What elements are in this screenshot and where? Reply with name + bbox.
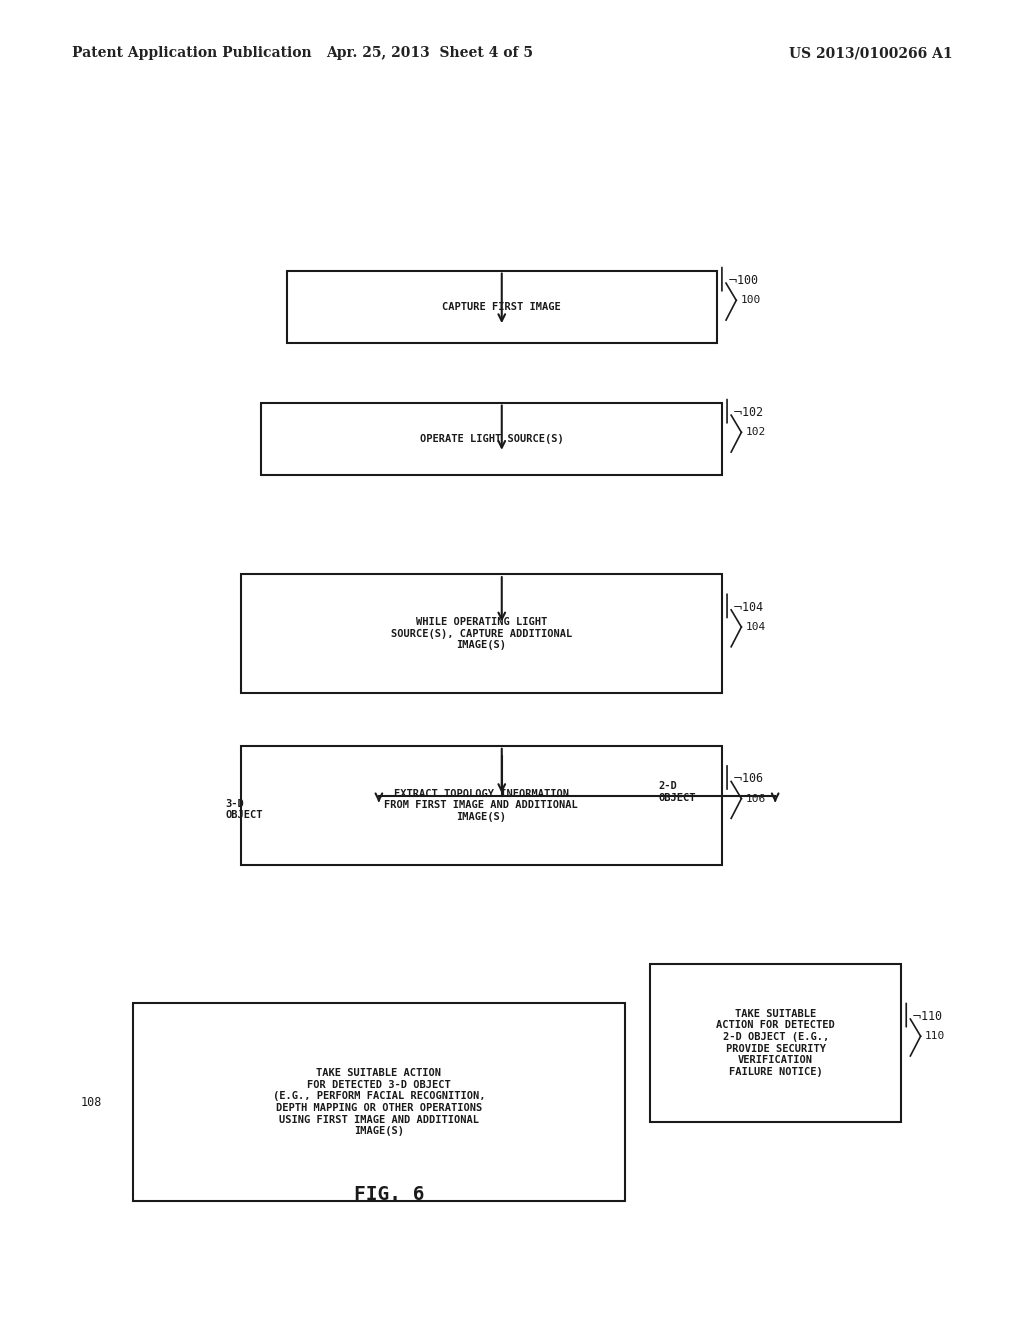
Text: 2-D
OBJECT: 2-D OBJECT [658, 781, 696, 803]
Text: 108: 108 [81, 1096, 102, 1109]
Text: CAPTURE FIRST IMAGE: CAPTURE FIRST IMAGE [442, 302, 561, 312]
Text: $\neg$102: $\neg$102 [732, 407, 764, 418]
Text: EXTRACT TOPOLOGY INFORMATION
FROM FIRST IMAGE AND ADDITIONAL
IMAGE(S): EXTRACT TOPOLOGY INFORMATION FROM FIRST … [384, 788, 579, 822]
Text: 3-D
OBJECT: 3-D OBJECT [225, 799, 263, 820]
Text: Apr. 25, 2013  Sheet 4 of 5: Apr. 25, 2013 Sheet 4 of 5 [327, 46, 534, 61]
FancyBboxPatch shape [287, 271, 717, 343]
Text: WHILE OPERATING LIGHT
SOURCE(S), CAPTURE ADDITIONAL
IMAGE(S): WHILE OPERATING LIGHT SOURCE(S), CAPTURE… [390, 616, 572, 651]
Text: 106: 106 [745, 793, 766, 804]
FancyBboxPatch shape [133, 1003, 625, 1201]
Text: 100: 100 [740, 296, 761, 305]
Text: 104: 104 [745, 622, 766, 632]
Text: $\neg$106: $\neg$106 [732, 772, 764, 785]
Text: 102: 102 [745, 428, 766, 437]
Text: TAKE SUITABLE ACTION
FOR DETECTED 3-D OBJECT
(E.G., PERFORM FACIAL RECOGNITION,
: TAKE SUITABLE ACTION FOR DETECTED 3-D OB… [272, 1068, 485, 1137]
Text: Patent Application Publication: Patent Application Publication [72, 46, 311, 61]
Text: 110: 110 [925, 1031, 945, 1041]
Text: US 2013/0100266 A1: US 2013/0100266 A1 [788, 46, 952, 61]
Text: $\neg$104: $\neg$104 [732, 601, 765, 614]
Text: FIG. 6: FIG. 6 [354, 1185, 424, 1204]
Text: $\neg$110: $\neg$110 [911, 1010, 943, 1023]
FancyBboxPatch shape [261, 403, 722, 475]
Text: $\neg$100: $\neg$100 [727, 275, 759, 286]
FancyBboxPatch shape [241, 574, 722, 693]
Text: TAKE SUITABLE
ACTION FOR DETECTED
2-D OBJECT (E.G.,
PROVIDE SECURITY
VERIFICATIO: TAKE SUITABLE ACTION FOR DETECTED 2-D OB… [717, 1008, 835, 1077]
FancyBboxPatch shape [650, 964, 901, 1122]
FancyBboxPatch shape [241, 746, 722, 865]
Text: OPERATE LIGHT SOURCE(S): OPERATE LIGHT SOURCE(S) [420, 434, 563, 444]
